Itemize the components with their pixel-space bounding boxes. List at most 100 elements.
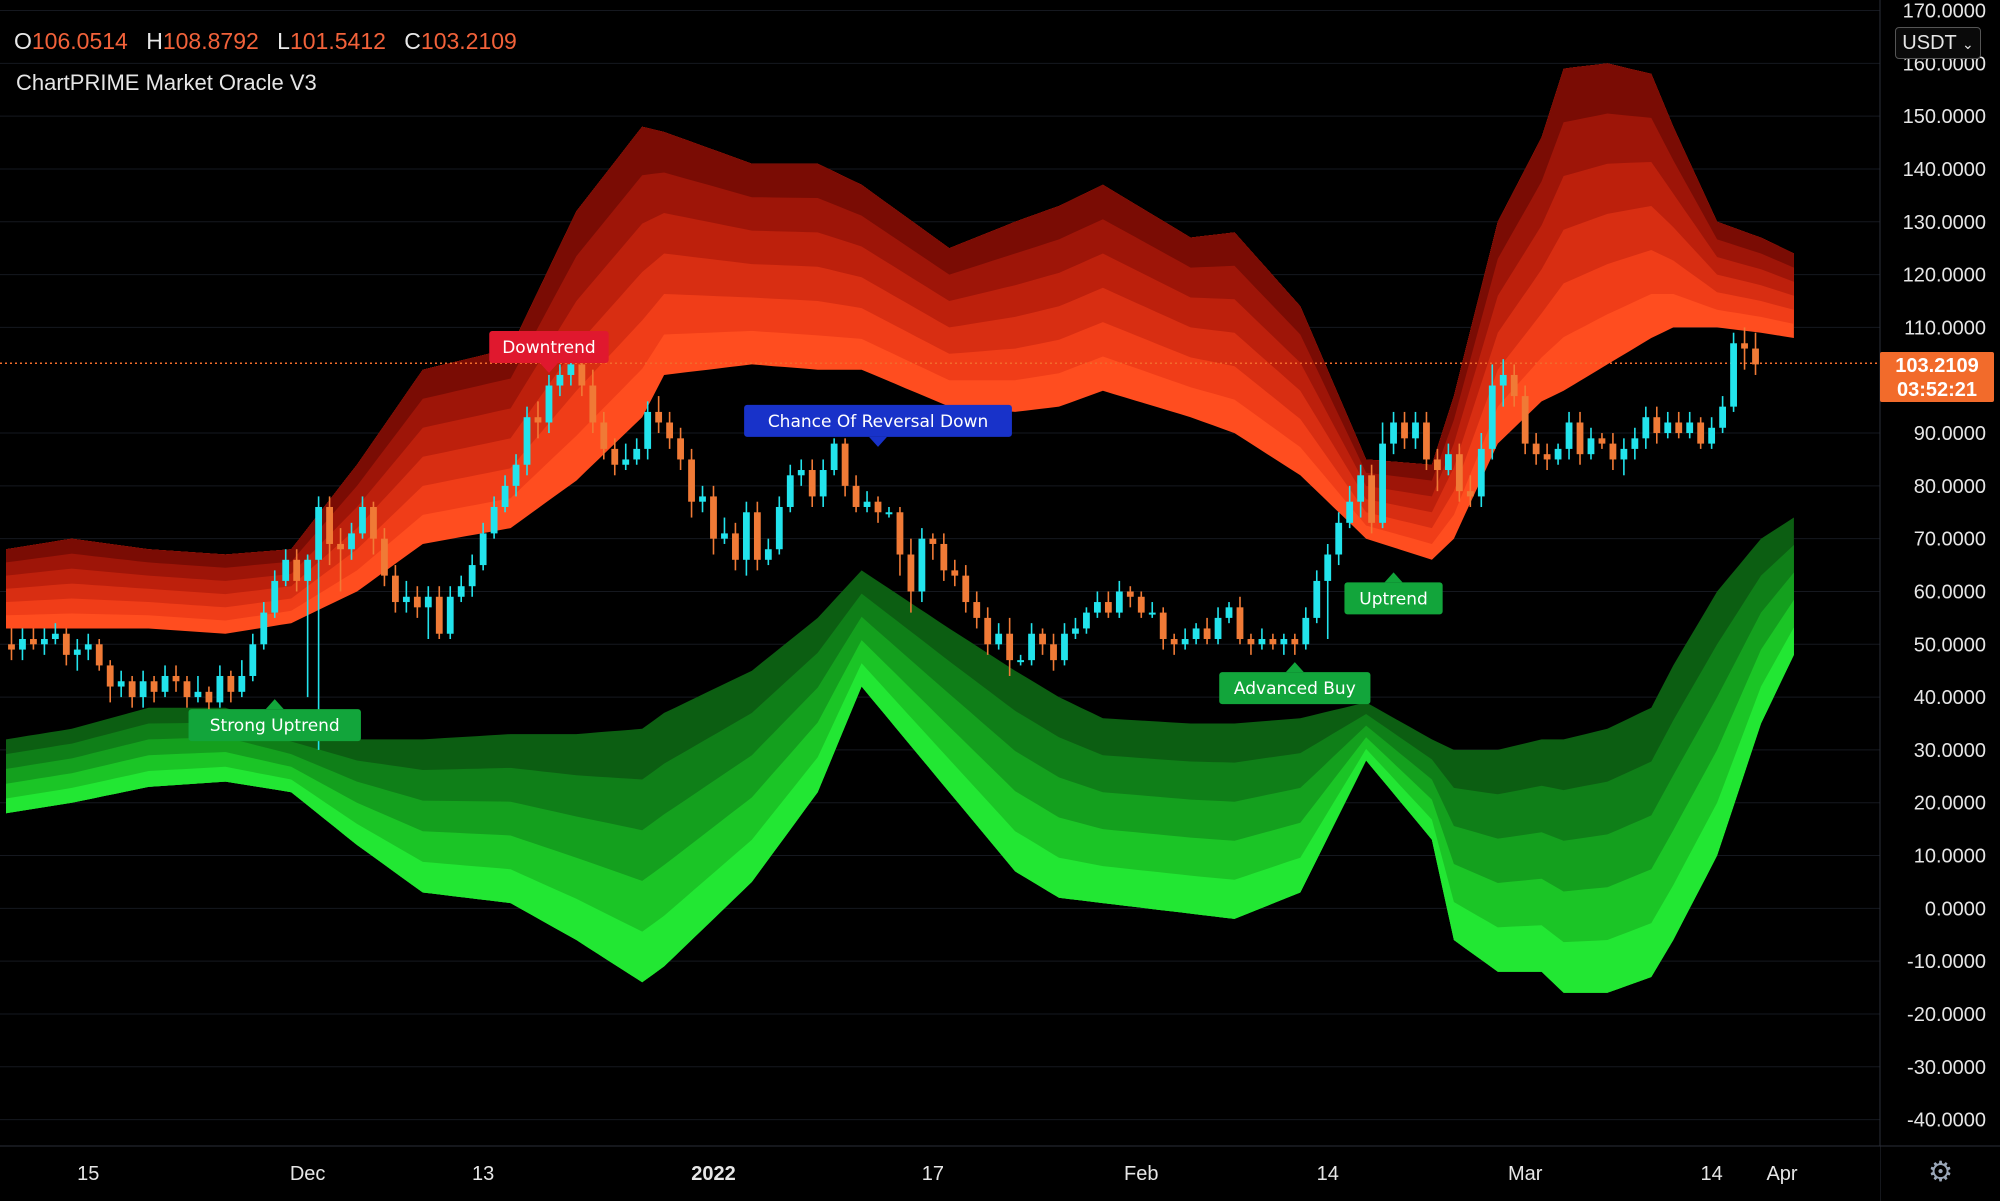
candle-body	[1642, 417, 1650, 439]
candle-body	[128, 681, 136, 698]
candle	[1477, 433, 1485, 507]
candle	[1258, 628, 1266, 650]
candle	[84, 633, 92, 661]
currency-selector[interactable]: USDT ⌄	[1895, 27, 1981, 59]
candle-body	[1028, 633, 1035, 661]
candle-body	[424, 596, 432, 608]
candle	[1280, 633, 1288, 655]
price-tick-label: 20.0000	[1914, 793, 1986, 815]
candle-body	[1401, 422, 1408, 439]
last-price-tag: 103.2109 03:52:21	[1880, 352, 1994, 402]
candle	[435, 586, 443, 640]
candle	[1093, 591, 1101, 618]
candle-body	[381, 538, 388, 576]
candle	[194, 675, 202, 703]
price-axis[interactable]	[1880, 0, 2000, 1201]
candle	[1741, 327, 1748, 370]
candle-body	[885, 512, 893, 515]
signal-text: Chance Of Reversal Down	[768, 412, 988, 432]
signal-box	[1219, 672, 1371, 705]
time-tick-label: Feb	[1124, 1163, 1158, 1185]
candle-body	[249, 644, 257, 676]
candle-body	[863, 501, 871, 507]
candle-body	[929, 538, 937, 544]
candle-body	[512, 464, 520, 486]
candle	[1236, 596, 1244, 645]
candle-body	[1017, 660, 1025, 663]
candle-body	[1181, 639, 1189, 645]
candle-body	[589, 385, 597, 423]
candle	[699, 485, 706, 513]
candle-body	[1357, 475, 1365, 502]
candle	[600, 411, 608, 460]
candle	[1192, 623, 1200, 645]
price-tick-label: 60.0000	[1914, 581, 1986, 603]
price-tick-label: 30.0000	[1914, 740, 1986, 762]
candle-body	[1719, 406, 1727, 428]
candle	[742, 501, 750, 576]
upper-band-layer	[6, 63, 1794, 568]
candle	[150, 675, 158, 703]
candle	[611, 438, 619, 476]
candle	[885, 506, 893, 518]
candle-body	[819, 470, 827, 497]
time-axis-labels: 15 Dec 13 2022 17 Feb 14 Mar 14 Apr	[77, 1163, 1798, 1185]
candle	[1017, 654, 1025, 666]
candle	[1061, 623, 1068, 666]
candle-body	[150, 681, 158, 692]
price-tick-label: 70.0000	[1914, 529, 1986, 551]
signal-downtrend: Downtrend	[489, 330, 609, 373]
candle	[1159, 607, 1167, 650]
close-value: 103.2109	[420, 28, 517, 54]
candle-body	[457, 586, 465, 597]
candle	[830, 438, 838, 476]
time-axis[interactable]	[0, 1146, 1880, 1201]
currency-label: USDT	[1902, 32, 1957, 54]
signal-text: Downtrend	[502, 338, 595, 358]
time-tick-label: 17	[922, 1163, 944, 1185]
price-tick-label: 40.0000	[1914, 687, 1986, 709]
gear-icon[interactable]: ⚙	[1928, 1156, 1954, 1187]
candle-body	[1269, 639, 1277, 645]
candle	[1291, 633, 1299, 655]
candle	[1598, 433, 1606, 449]
candle-body	[183, 681, 191, 698]
upper-band-layer	[6, 63, 1794, 608]
candle-body	[1203, 628, 1211, 640]
indicator-title[interactable]: ChartPRIME Market Oracle V3	[16, 70, 317, 95]
signal-box	[744, 404, 1012, 437]
signal-strong-uptrend: Strong Uptrend	[188, 699, 361, 742]
candle-body	[1236, 607, 1244, 640]
candle-body	[841, 443, 849, 486]
candle	[874, 496, 882, 523]
candle-body	[304, 559, 312, 581]
candle-body	[808, 470, 816, 497]
candle	[589, 369, 597, 434]
candle	[775, 496, 783, 555]
candle-body	[622, 459, 630, 465]
candle-body	[1455, 454, 1463, 492]
candle-body	[962, 575, 970, 603]
candle	[238, 660, 246, 698]
candle	[1455, 443, 1463, 502]
indicator-bands	[6, 63, 1794, 993]
candle-body	[644, 411, 652, 449]
candle-body	[1115, 591, 1123, 613]
candle	[139, 670, 147, 708]
candle-body	[896, 512, 904, 555]
candle	[1423, 411, 1430, 471]
candle	[326, 496, 333, 566]
bar-countdown: 03:52:21	[1896, 379, 1978, 401]
high-value: 108.8792	[162, 28, 259, 54]
candle	[622, 443, 630, 471]
candle-body	[1609, 443, 1617, 460]
candle-body	[874, 501, 882, 513]
candle-body	[666, 422, 674, 439]
signal-box	[1344, 582, 1443, 615]
candle	[753, 501, 761, 571]
signal-chance-of-reversal-down: Chance Of Reversal Down	[744, 404, 1012, 447]
candle-body	[633, 448, 641, 460]
candle	[1719, 396, 1727, 434]
